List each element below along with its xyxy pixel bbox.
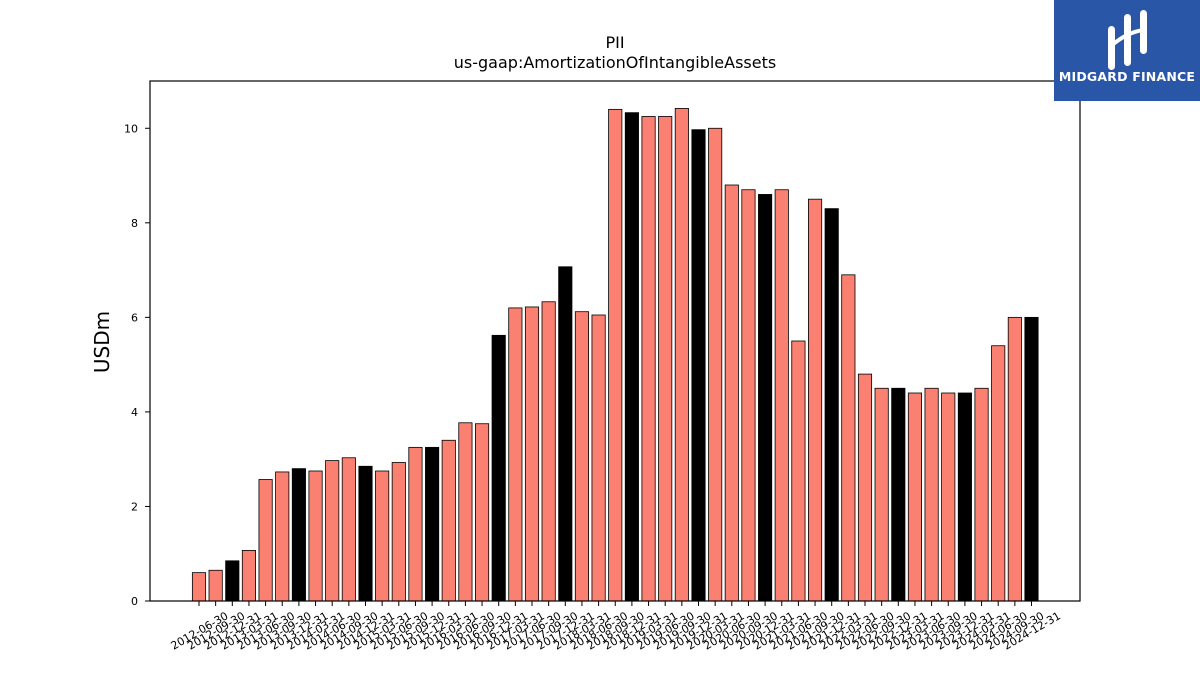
bar-2016-09-30 [474,423,490,602]
y-axis-label: USDm [90,311,114,373]
bar-2023-09-30 [941,392,956,602]
y-tick-label: 4 [131,406,138,419]
bar-2023-06-30 [924,387,939,602]
bar-2017-06-30 [524,306,540,602]
bar-2020-09-30 [741,189,756,602]
bar-2020-03-31 [708,127,723,602]
bar-2017-12-31 [558,266,573,602]
bar-2012-09-30 [208,569,223,602]
y-tick-label: 6 [131,311,138,324]
bar-2019-06-30 [658,116,673,602]
bar-2022-09-30 [874,387,889,602]
bar-2021-03-31 [774,189,789,602]
bar-2020-12-31 [758,194,773,602]
bar-2022-12-31 [891,387,906,602]
bar-2015-12-31 [425,446,440,602]
bar-2023-12-31 [957,392,972,602]
bar-2014-09-30 [341,457,356,602]
bar-2014-06-30 [325,460,340,602]
y-tick-label: 10 [124,122,138,135]
bar-2017-03-31 [508,307,523,602]
bar-2013-09-30 [275,471,290,602]
y-tick-label: 0 [131,595,138,608]
bar-2023-03-31 [907,392,922,602]
bar-2013-03-31 [241,550,257,602]
bar-2022-06-30 [857,373,873,602]
y-axis-ticks: 0 2 4 6 8 10 [124,122,150,608]
bar-2019-03-31 [641,116,656,602]
bar-2015-09-30 [408,446,423,602]
bars-group [191,108,1039,602]
bar-2015-03-31 [375,470,390,602]
bar-2018-06-30 [591,314,606,602]
chart-title: PII [605,33,624,52]
plot-frame [149,80,1081,602]
bar-2018-03-31 [574,311,589,602]
bar-2016-06-30 [458,422,473,602]
y-tick-label: 8 [131,217,138,230]
bar-2014-12-31 [358,465,373,602]
bar-2013-12-31 [291,468,306,602]
bar-2021-06-30 [791,340,806,602]
bar-2018-09-30 [608,108,623,602]
bar-2014-03-31 [308,470,323,602]
bar-2020-06-30 [724,184,739,602]
chart-subtitle: us-gaap:AmortizationOfIntangibleAssets [454,53,776,72]
bar-2012-06-30 [191,572,207,602]
bar-2015-06-30 [391,462,406,602]
logo-mark-icon [1108,10,1147,70]
bar-2019-09-30 [674,108,689,602]
y-tick-label: 2 [131,500,138,513]
brand-logo: MIDGARD FINANCE [1054,0,1200,101]
bar-2024-12-31 [1024,316,1039,602]
bar-2017-09-30 [541,301,556,602]
bar-2024-03-31 [974,387,989,602]
bar-2016-12-31 [491,334,506,602]
bar-2022-03-31 [841,274,856,602]
bar-2021-12-31 [824,208,839,602]
bar-2024-06-30 [991,345,1006,602]
bar-2018-12-31 [624,112,639,602]
bar-2013-06-30 [258,479,273,602]
bar-2024-09-30 [1007,316,1022,602]
bar-2021-09-30 [808,198,823,602]
logo-text: MIDGARD FINANCE [1058,69,1196,84]
x-axis-ticks: 2012-06-302012-09-302012-12-312013-03-31… [169,601,1063,653]
bar-2012-12-31 [225,560,240,602]
bar-2016-03-31 [441,439,456,602]
bar-2019-12-31 [691,129,706,602]
